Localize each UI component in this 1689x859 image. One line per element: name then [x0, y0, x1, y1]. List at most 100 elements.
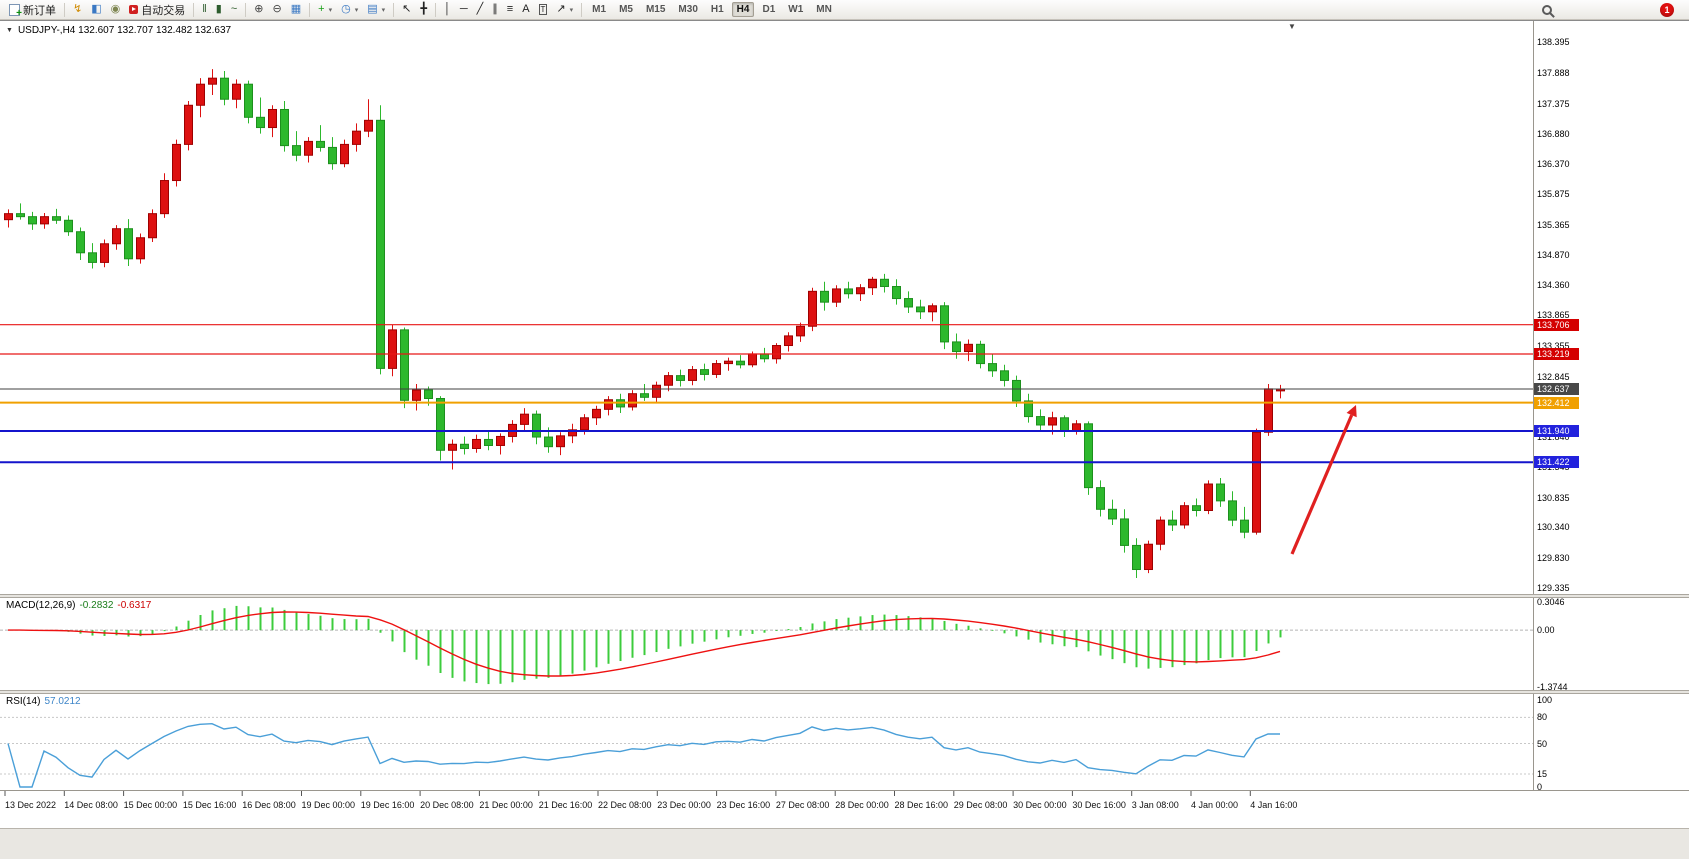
navigator-icon[interactable]: ◉	[107, 1, 125, 18]
price-axis-tick: 137.888	[1537, 67, 1570, 78]
timeframe-m1-button[interactable]: M1	[592, 4, 607, 15]
time-label: 30 Dec 00:00	[1013, 800, 1067, 810]
toolbar-separator	[581, 2, 583, 17]
time-label: 19 Dec 16:00	[360, 800, 415, 810]
toolbar-items: 新订单↯◧◉自动交易‖▮~⊕⊖▦+▾◷▾▤▾↖╋│─╱∥≡AT↗▾M1M5M15…	[5, 0, 838, 19]
macd-histogram	[19, 605, 1282, 685]
time-label: 21 Dec 00:00	[479, 800, 533, 810]
data-window-icon[interactable]: ◧	[87, 1, 105, 18]
data-window-icon: ◧	[91, 3, 102, 15]
toolbar-separator	[64, 2, 65, 17]
price-axis-tick: 138.395	[1537, 37, 1570, 48]
dropdown-arrow-icon: ▾	[569, 6, 574, 14]
periods-icon[interactable]: ◷ ▾	[337, 1, 362, 18]
channel-icon[interactable]: ∥	[488, 1, 502, 18]
indicators-icon: +	[318, 3, 325, 15]
crosshair-icon[interactable]: ╋	[416, 1, 431, 18]
tile-windows-icon[interactable]: ▦	[287, 1, 305, 18]
time-label: 27 Dec 08:00	[775, 800, 830, 810]
timeframe-mn-button[interactable]: MN	[816, 4, 832, 15]
candlestick-chart-icon[interactable]: ▮	[212, 1, 226, 18]
price-badge-132-637: 132.637	[1534, 383, 1579, 396]
price-badge-133-706: 133.706	[1534, 318, 1579, 331]
timeframe-h1-button[interactable]: H1	[710, 4, 724, 15]
cursor-icon[interactable]: ↖	[398, 1, 415, 18]
search-icon[interactable]	[1542, 4, 1552, 15]
time-label: 29 Dec 08:00	[953, 800, 1008, 810]
time-label: 3 Jan 08:00	[1131, 800, 1179, 810]
dropdown-arrow-icon: ▾	[354, 6, 359, 14]
symbol-ohlc-text: USDJPY-,H4 132.607 132.707 132.482 132.6…	[17, 25, 232, 36]
arrows-tool-icon[interactable]: ↗ ▾	[552, 1, 577, 18]
trend-arrow-annotation[interactable]	[1290, 405, 1357, 555]
price-axis-tick: 129.335	[1537, 582, 1570, 593]
rsi-line	[7, 722, 1280, 788]
one-click-trading-toggle[interactable]: ▼	[6, 27, 13, 34]
crosshair-icon: ╋	[420, 3, 427, 15]
timeframe-m5-button[interactable]: M5	[619, 4, 633, 15]
timeframe-h4-button[interactable]: H4	[731, 2, 755, 17]
panel-splitter-macd[interactable]	[0, 594, 1689, 598]
timeframe-m30-button[interactable]: M30	[678, 4, 698, 15]
timeframe-d1-button[interactable]: D1	[762, 4, 776, 15]
price-badge-131-422: 131.422	[1534, 456, 1579, 469]
line-chart-icon[interactable]: ~	[227, 1, 241, 18]
text-icon[interactable]: A	[518, 1, 533, 18]
timeframe-w1-button[interactable]: W1	[788, 4, 804, 15]
time-label: 15 Dec 00:00	[123, 800, 178, 810]
price-axis-tick: 135.875	[1537, 189, 1570, 200]
notification-badge[interactable]: 1	[1660, 2, 1674, 17]
macd-signal-line	[8, 611, 1281, 677]
time-label: 16 Dec 08:00	[242, 800, 296, 810]
text-label-icon[interactable]: T	[535, 1, 552, 18]
templates-icon[interactable]: ▤ ▾	[363, 1, 389, 18]
toolbar-separator	[309, 2, 311, 17]
price-axis-tick: 135.365	[1537, 219, 1570, 230]
toolbar-separator	[245, 2, 247, 17]
time-label: 4 Jan 16:00	[1250, 800, 1298, 810]
chart-shift-marker[interactable]: ▼	[1288, 22, 1296, 31]
price-axis-tick: 134.870	[1537, 249, 1570, 260]
vertical-line-icon: │	[443, 3, 451, 15]
new-order-button[interactable]: 新订单	[5, 1, 60, 19]
candlestick-series	[4, 69, 1285, 578]
macd-axis-tick: 0.00	[1537, 625, 1555, 636]
autotrading-button[interactable]: 自动交易	[125, 1, 189, 18]
horizontal-line-icon[interactable]: ─	[456, 1, 472, 18]
time-label: 22 Dec 08:00	[598, 800, 652, 810]
price-axis-tick: 136.370	[1537, 159, 1570, 170]
timeframe-m15-button[interactable]: M15	[645, 4, 666, 15]
rsi-label: RSI(14) 57.0212	[6, 696, 81, 707]
price-badge-133-219: 133.219	[1534, 348, 1579, 360]
time-label: 28 Dec 00:00	[835, 800, 889, 810]
price-axis-tick: 137.375	[1537, 98, 1570, 109]
price-axis-tick: 131.840	[1537, 432, 1570, 443]
zoom-in-icon[interactable]: ⊕	[250, 1, 267, 18]
price-badge-131-940: 131.940	[1534, 425, 1579, 438]
fibonacci-icon[interactable]: ≡	[503, 1, 517, 18]
market-watch-icon[interactable]: ↯	[69, 1, 86, 18]
macd-axis-tick: -1.3744	[1537, 682, 1568, 692]
bar-chart-icon[interactable]: ‖	[198, 1, 211, 18]
rsi-axis-tick: 50	[1537, 738, 1548, 749]
rsi-value: 57.0212	[44, 696, 81, 707]
price-axis-tick: 136.880	[1537, 128, 1570, 139]
zoom-out-icon: ⊖	[272, 3, 282, 15]
indicators-icon[interactable]: + ▾	[314, 1, 336, 18]
toolbar-separator	[193, 2, 195, 17]
new-order-button-label: 新订单	[23, 4, 56, 17]
price-scale-border	[1533, 21, 1534, 790]
time-label: 15 Dec 16:00	[182, 800, 237, 810]
time-label: 23 Dec 00:00	[657, 800, 711, 810]
time-label: 14 Dec 08:00	[64, 800, 118, 810]
macd-value-signal: -0.6317	[117, 600, 152, 611]
periods-icon: ◷	[341, 3, 351, 15]
macd-value-main: -0.2832	[79, 600, 114, 611]
zoom-out-icon[interactable]: ⊖	[269, 1, 286, 18]
price-axis-tick: 129.830	[1537, 553, 1570, 564]
horizontal-line-objects[interactable]	[0, 324, 1533, 464]
panel-splitter-rsi[interactable]	[0, 690, 1689, 694]
vertical-line-icon[interactable]: │	[440, 1, 455, 18]
trendline-icon[interactable]: ╱	[473, 1, 488, 18]
